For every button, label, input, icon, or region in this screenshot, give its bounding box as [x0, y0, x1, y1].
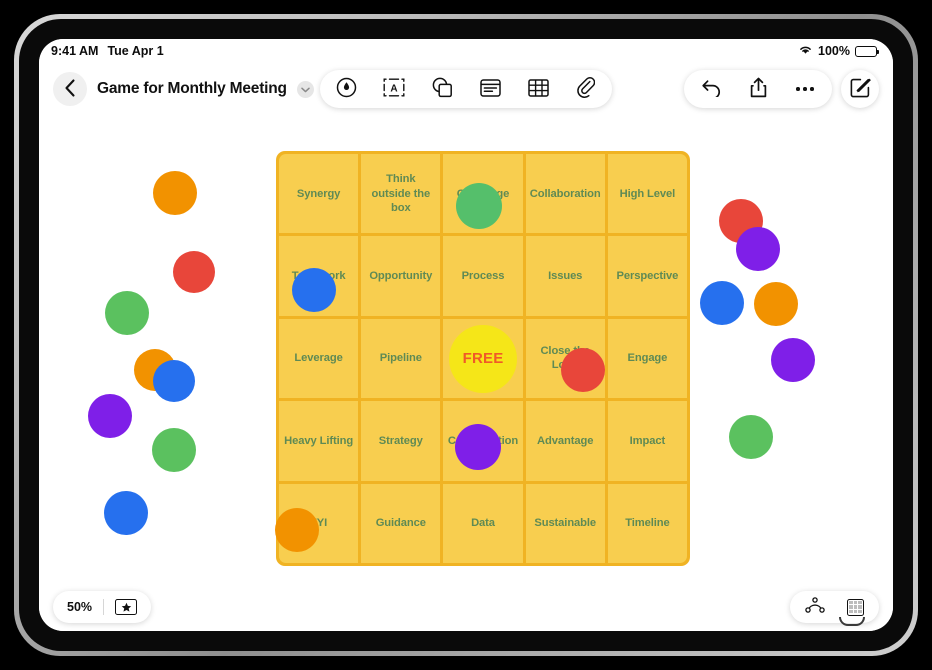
table-icon	[528, 79, 549, 100]
title-dropdown-button[interactable]	[297, 81, 314, 98]
token-red-1[interactable]	[173, 251, 215, 293]
bingo-cell[interactable]: Leverage	[279, 319, 358, 398]
token-purple-on-cta[interactable]	[455, 424, 501, 470]
undo-button[interactable]	[699, 77, 723, 101]
bingo-cell[interactable]: Guidance	[361, 484, 440, 563]
wifi-icon	[798, 44, 813, 58]
token-blue-2[interactable]	[104, 491, 148, 535]
token-purple-2[interactable]	[736, 227, 780, 271]
bingo-cell[interactable]: Think outside the box	[361, 154, 440, 233]
bingo-cell[interactable]: Data	[443, 484, 522, 563]
bingo-cell[interactable]: Impact	[608, 401, 687, 480]
zoom-level-label: 50%	[67, 600, 92, 614]
title-group: Game for Monthly Meeting	[53, 72, 314, 106]
token-green-3[interactable]	[729, 415, 773, 459]
svg-text:A: A	[390, 84, 397, 95]
grid-square-icon[interactable]	[847, 599, 864, 616]
chevron-down-icon	[301, 80, 310, 98]
bingo-cell[interactable]: Synergy	[279, 154, 358, 233]
token-blue-on-teamwork[interactable]	[292, 268, 336, 312]
device-bezel: 9:41 AM Tue Apr 1 100% Game for Monthly …	[19, 19, 913, 651]
note-icon	[480, 79, 501, 100]
bingo-cell[interactable]: Strategy	[361, 401, 440, 480]
node-connector-icon[interactable]	[805, 597, 825, 618]
bingo-cell[interactable]: Perspective	[608, 236, 687, 315]
token-green-on-challenge[interactable]	[456, 183, 502, 229]
share-up-icon	[750, 77, 767, 101]
undo-arrow-icon	[701, 79, 722, 100]
header-actions	[684, 70, 879, 108]
actions-toolbar	[684, 70, 832, 108]
device-frame: 9:41 AM Tue Apr 1 100% Game for Monthly …	[14, 14, 918, 656]
zoom-control[interactable]: 50%	[53, 591, 151, 623]
bingo-cell[interactable]: Sustainable	[526, 484, 605, 563]
pen-circle-icon	[336, 77, 357, 101]
shapes-tool[interactable]	[430, 77, 454, 101]
board-canvas[interactable]: Synergy Think outside the box Challenge …	[39, 115, 893, 583]
view-controls[interactable]	[790, 591, 879, 623]
token-orange-1[interactable]	[153, 171, 197, 215]
markup-pen-tool[interactable]	[334, 77, 358, 101]
compose-button[interactable]	[841, 70, 879, 108]
bingo-cell[interactable]: Heavy Lifting	[279, 401, 358, 480]
bingo-cell[interactable]: Process	[443, 236, 522, 315]
star-in-box-icon[interactable]	[115, 599, 137, 615]
token-orange-3[interactable]	[754, 282, 798, 326]
token-blue-1[interactable]	[153, 360, 195, 402]
bingo-cell[interactable]: Issues	[526, 236, 605, 315]
token-orange-on-fyi[interactable]	[275, 508, 319, 552]
status-time: 9:41 AM	[51, 44, 98, 58]
chevron-left-icon	[64, 79, 76, 100]
bottom-bar: 50%	[39, 583, 893, 631]
more-button[interactable]	[793, 77, 817, 101]
text-box-tool[interactable]: A	[382, 77, 406, 101]
status-bar: 9:41 AM Tue Apr 1 100%	[39, 39, 893, 63]
token-green-2[interactable]	[152, 428, 196, 472]
bingo-cell[interactable]: Collaboration	[526, 154, 605, 233]
token-purple-3[interactable]	[771, 338, 815, 382]
token-blue-3[interactable]	[700, 281, 744, 325]
bingo-cell[interactable]: Opportunity	[361, 236, 440, 315]
bingo-cell[interactable]: Pipeline	[361, 319, 440, 398]
ellipsis-icon	[796, 87, 813, 91]
free-space-token[interactable]: FREE	[449, 325, 517, 393]
bingo-cell[interactable]: Timeline	[608, 484, 687, 563]
back-button[interactable]	[53, 72, 87, 106]
status-date: Tue Apr 1	[107, 44, 163, 58]
share-button[interactable]	[746, 77, 770, 101]
bingo-cell[interactable]: High Level	[608, 154, 687, 233]
bingo-cell[interactable]: Advantage	[526, 401, 605, 480]
battery-full-icon	[855, 46, 877, 57]
battery-percent: 100%	[818, 44, 850, 58]
tools-toolbar: A	[320, 70, 612, 108]
token-red-on-close-the-loop[interactable]	[561, 348, 605, 392]
token-purple-1[interactable]	[88, 394, 132, 438]
divider	[103, 599, 104, 615]
header-toolbar: Game for Monthly Meeting A	[39, 63, 893, 115]
screen: 9:41 AM Tue Apr 1 100% Game for Monthly …	[39, 39, 893, 631]
bingo-cell[interactable]: Engage	[608, 319, 687, 398]
paperclip-icon	[577, 77, 595, 101]
token-green-1[interactable]	[105, 291, 149, 335]
table-tool[interactable]	[526, 77, 550, 101]
sticky-note-tool[interactable]	[478, 77, 502, 101]
attachment-tool[interactable]	[574, 77, 598, 101]
text-box-icon: A	[383, 78, 405, 100]
compose-pencil-square-icon	[850, 77, 871, 101]
page-title: Game for Monthly Meeting	[97, 80, 287, 98]
shapes-icon	[431, 77, 453, 101]
